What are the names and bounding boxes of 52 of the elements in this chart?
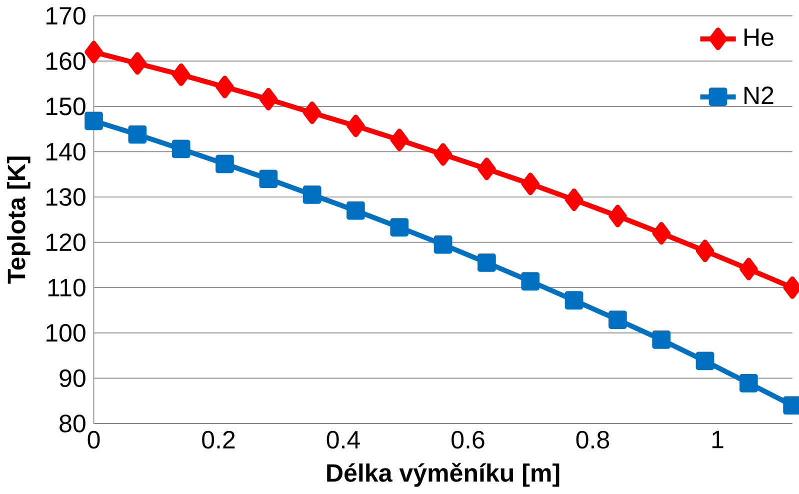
point xyxy=(478,158,496,180)
point xyxy=(521,272,540,291)
point xyxy=(434,143,452,166)
point xyxy=(739,374,758,392)
point xyxy=(84,40,103,64)
point xyxy=(564,188,584,212)
point xyxy=(390,128,408,152)
y-tick-label: 170 xyxy=(46,7,86,25)
y-tick-label: 150 xyxy=(46,98,86,116)
y-tick-label: 160 xyxy=(46,52,86,70)
point xyxy=(128,52,146,75)
point xyxy=(740,258,758,280)
y-axis-title: Teplota [K] xyxy=(6,156,30,284)
point xyxy=(346,202,365,220)
x-tick-label: 0.4 xyxy=(326,431,360,449)
y-tick-label: 140 xyxy=(46,142,86,161)
x-tick-label: 0.2 xyxy=(202,431,235,449)
point xyxy=(608,204,627,228)
y-tick-label: 80 xyxy=(60,414,86,432)
y-tick-label: 130 xyxy=(46,188,86,206)
legend-label: N2 xyxy=(744,86,774,104)
point xyxy=(564,291,584,310)
point xyxy=(172,64,190,86)
point xyxy=(216,76,234,98)
y-tick-label: 120 xyxy=(46,234,86,252)
point xyxy=(696,352,714,370)
x-tick-label: 0.8 xyxy=(576,431,610,449)
point xyxy=(84,112,103,130)
point xyxy=(652,330,671,349)
point xyxy=(259,88,278,111)
point xyxy=(216,154,234,174)
x-tick-label: 1 xyxy=(712,431,724,448)
x-tick-label: 0 xyxy=(88,431,100,449)
point xyxy=(346,114,365,138)
point xyxy=(302,186,322,204)
point xyxy=(652,222,670,245)
y-tick-label: 110 xyxy=(48,278,86,297)
y-tick-label: 90 xyxy=(60,369,86,388)
point xyxy=(478,254,496,272)
point xyxy=(696,240,714,262)
point xyxy=(172,140,190,158)
point xyxy=(608,310,627,330)
point xyxy=(128,125,147,144)
x-tick-label: 0.6 xyxy=(452,431,484,449)
point xyxy=(390,218,409,237)
point xyxy=(259,170,278,188)
y-tick-label: 100 xyxy=(46,324,86,342)
point xyxy=(302,102,322,124)
x-axis-title: Délka výměníku [m] xyxy=(327,463,560,487)
legend-label: He xyxy=(744,28,774,46)
point xyxy=(521,172,540,196)
point xyxy=(434,236,452,254)
